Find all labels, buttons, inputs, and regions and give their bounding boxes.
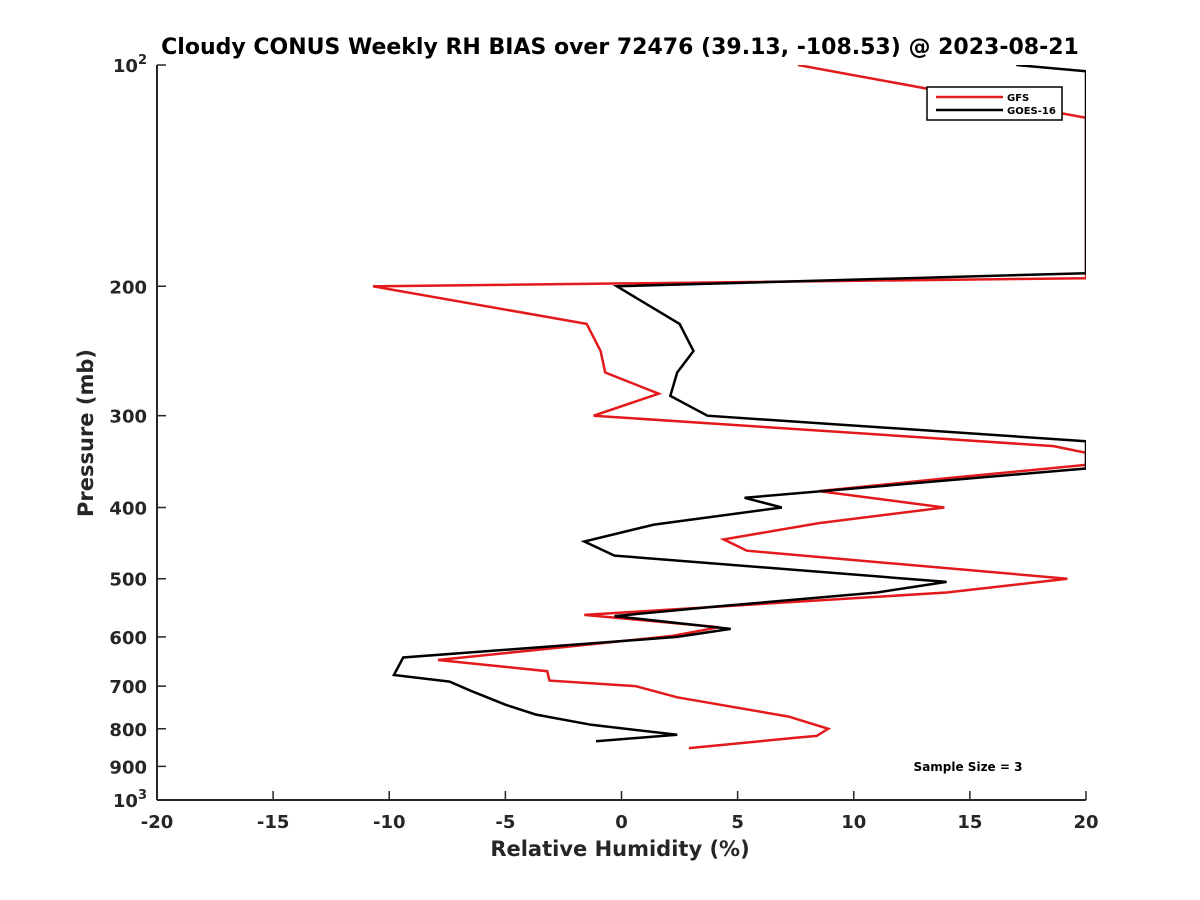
y-ticks: 102 200 300 400 500 600 700 800 900 103 [109, 53, 166, 812]
y-tick-label: 900 [109, 757, 147, 778]
x-tick-label: -15 [257, 812, 290, 833]
x-tick-label: 5 [731, 812, 744, 833]
x-tick-label: 0 [615, 812, 628, 833]
chart-title: Cloudy CONUS Weekly RH BIAS over 72476 (… [161, 35, 1079, 60]
x-tick-label: 10 [841, 812, 866, 833]
x-tick-label: -5 [495, 812, 515, 833]
y-tick-label: 103 [113, 788, 147, 812]
y-tick-label: 700 [109, 677, 147, 698]
y-tick-label: 200 [109, 277, 147, 298]
legend-box [926, 86, 1063, 121]
legend: GFS GOES-16 [926, 86, 1063, 121]
y-tick-label: 400 [109, 499, 147, 520]
x-ticks: -20 -15 -10 -5 0 5 10 15 20 [141, 791, 1099, 833]
x-tick-label: 20 [1073, 812, 1098, 833]
series-line-gfs [372, 65, 1086, 750]
y-tick-label: 102 [113, 53, 147, 77]
y-tick-label: 600 [109, 628, 147, 649]
y-axis-label: Pressure (mb) [74, 349, 98, 517]
y-tick-label: 800 [109, 720, 147, 741]
x-tick-label: 15 [957, 812, 982, 833]
x-tick-label: -10 [373, 812, 406, 833]
x-tick-label: -20 [141, 812, 174, 833]
y-tick-label: 500 [109, 570, 147, 591]
y-tick-label: 300 [109, 407, 147, 428]
x-axis-label: Relative Humidity (%) [490, 837, 749, 861]
sample-size-annotation: Sample Size = 3 [914, 760, 1023, 774]
series-layer [372, 65, 1086, 750]
series-line-goes-16 [391, 65, 1086, 743]
legend-label-gfs: GFS [1007, 93, 1029, 104]
legend-label-goes16: GOES-16 [1007, 106, 1056, 117]
